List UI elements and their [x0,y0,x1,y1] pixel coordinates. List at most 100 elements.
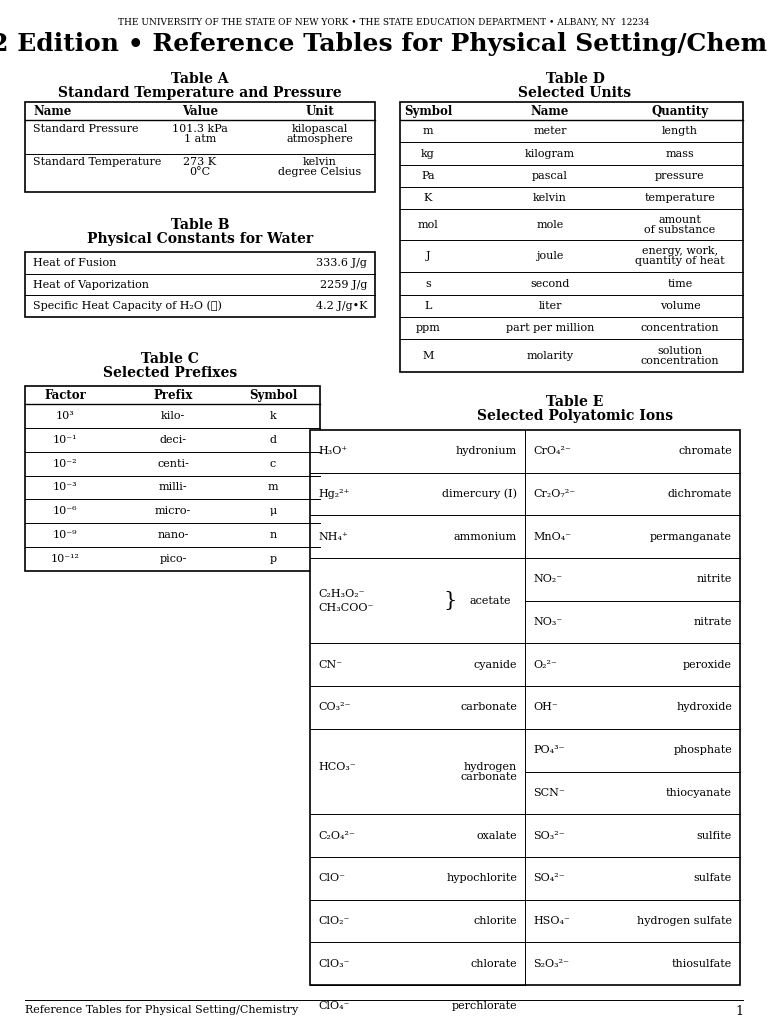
Text: Physical Constants for Water: Physical Constants for Water [87,232,313,246]
Text: hydrogen: hydrogen [464,762,517,771]
Text: mass: mass [666,148,694,159]
Text: atmosphere: atmosphere [286,134,353,144]
Text: part per million: part per million [506,324,594,333]
Text: J: J [425,251,430,261]
Text: solution: solution [657,346,703,355]
Text: 10⁻³: 10⁻³ [53,482,78,493]
Text: SO₄²⁻: SO₄²⁻ [533,873,564,884]
Text: hypochlorite: hypochlorite [446,873,517,884]
Text: molarity: molarity [526,351,574,360]
Text: C₂H₃O₂⁻: C₂H₃O₂⁻ [318,589,365,599]
Text: SCN⁻: SCN⁻ [533,787,564,798]
Text: CO₃²⁻: CO₃²⁻ [318,702,350,713]
Text: mol: mol [418,220,439,229]
Text: cyanide: cyanide [474,659,517,670]
Text: temperature: temperature [644,194,716,203]
Text: nitrite: nitrite [697,574,732,585]
Text: Heat of Fusion: Heat of Fusion [33,258,117,268]
Text: Cr₂O₇²⁻: Cr₂O₇²⁻ [533,489,575,499]
Text: chlorate: chlorate [470,958,517,969]
Text: NO₂⁻: NO₂⁻ [533,574,562,585]
Text: O₂²⁻: O₂²⁻ [533,659,557,670]
Text: Name: Name [33,105,71,118]
Text: chlorite: chlorite [473,915,517,926]
Text: n: n [270,530,276,541]
Text: Table D: Table D [545,72,604,86]
Text: Factor: Factor [44,389,86,402]
Text: 2002 Edition • Reference Tables for Physical Setting/Chemistry: 2002 Edition • Reference Tables for Phys… [0,32,768,56]
Text: 10⁻⁹: 10⁻⁹ [53,530,78,541]
Text: mole: mole [536,220,564,229]
Text: K: K [424,194,432,203]
Text: liter: liter [538,301,561,311]
Text: permanganate: permanganate [650,531,732,542]
Text: HCO₃⁻: HCO₃⁻ [318,762,356,771]
Text: C₂O₄²⁻: C₂O₄²⁻ [318,830,355,841]
Text: CN⁻: CN⁻ [318,659,342,670]
Text: perchlorate: perchlorate [452,1001,517,1012]
Text: centi-: centi- [157,459,189,469]
Text: HSO₄⁻: HSO₄⁻ [533,915,570,926]
Text: 1: 1 [735,1005,743,1018]
Text: ammonium: ammonium [454,531,517,542]
Text: volume: volume [660,301,700,311]
Text: concentration: concentration [641,324,720,333]
Text: carbonate: carbonate [460,702,517,713]
Text: M: M [422,351,434,360]
Text: 101.3 kPa: 101.3 kPa [172,124,228,134]
Text: kilogram: kilogram [525,148,575,159]
Text: NO₃⁻: NO₃⁻ [533,617,562,627]
Text: d: d [270,435,276,444]
Text: joule: joule [536,251,564,261]
Text: p: p [270,554,276,564]
Bar [310,430,740,985]
Text: length: length [662,126,698,136]
Text: 10⁻²: 10⁻² [53,459,78,469]
Text: micro-: micro- [155,506,191,516]
Text: quantity of heat: quantity of heat [635,256,725,266]
Text: ClO₄⁻: ClO₄⁻ [318,1001,349,1012]
Text: Symbol: Symbol [249,389,297,402]
Text: kelvin: kelvin [303,157,337,167]
Text: c: c [270,459,276,469]
Text: thiosulfate: thiosulfate [672,958,732,969]
Text: kelvin: kelvin [533,194,567,203]
Text: CH₃COO⁻: CH₃COO⁻ [318,603,373,612]
Text: CrO₄²⁻: CrO₄²⁻ [533,446,571,457]
Text: NH₄⁺: NH₄⁺ [318,531,348,542]
Text: hydrogen sulfate: hydrogen sulfate [637,915,732,926]
Text: Table C: Table C [141,352,199,366]
Text: peroxide: peroxide [683,659,732,670]
Text: PO₄³⁻: PO₄³⁻ [533,745,564,755]
Text: concentration: concentration [641,355,720,366]
Text: Name: Name [531,105,569,118]
Text: nitrate: nitrate [694,617,732,627]
Text: L: L [424,301,432,311]
Text: m: m [422,126,433,136]
Text: energy, work,: energy, work, [642,246,718,256]
Text: time: time [667,279,693,289]
Text: }: } [443,591,457,610]
Text: Value: Value [182,105,218,118]
Text: Standard Pressure: Standard Pressure [33,124,138,134]
Text: Quantity: Quantity [651,105,709,118]
Text: hydroxide: hydroxide [676,702,732,713]
Text: deci-: deci- [160,435,187,444]
Text: sulfite: sulfite [697,830,732,841]
Text: kilopascal: kilopascal [292,124,348,134]
Text: oxalate: oxalate [476,830,517,841]
Text: nano-: nano- [157,530,189,541]
Text: Table B: Table B [170,218,230,232]
Text: Table E: Table E [546,395,604,409]
Text: m: m [268,482,278,493]
Text: Reference Tables for Physical Setting/Chemistry: Reference Tables for Physical Setting/Ch… [25,1005,298,1015]
Text: hydronium: hydronium [455,446,517,457]
Text: Symbol: Symbol [404,105,452,118]
Text: chromate: chromate [678,446,732,457]
Text: pico-: pico- [159,554,187,564]
Text: second: second [531,279,570,289]
Bar [400,102,743,372]
Text: sulfate: sulfate [694,873,732,884]
Text: 10⁻¹: 10⁻¹ [53,435,78,444]
Text: ClO₃⁻: ClO₃⁻ [318,958,349,969]
